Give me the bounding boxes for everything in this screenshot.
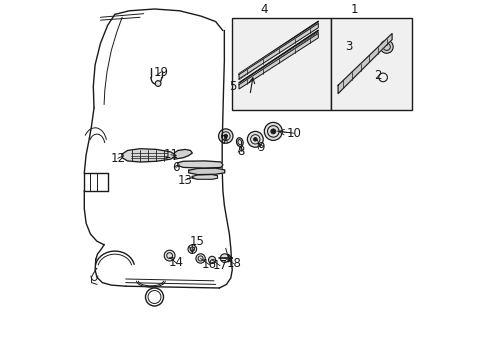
Circle shape	[177, 151, 183, 157]
Text: 16: 16	[202, 258, 216, 271]
Circle shape	[213, 163, 217, 166]
Circle shape	[253, 138, 257, 141]
Polygon shape	[239, 33, 318, 89]
Polygon shape	[192, 175, 217, 179]
Circle shape	[164, 250, 175, 261]
Circle shape	[218, 129, 232, 143]
Text: 1: 1	[350, 3, 357, 15]
Polygon shape	[174, 149, 192, 159]
Bar	[231, 18, 330, 110]
Text: 13: 13	[177, 174, 192, 186]
Ellipse shape	[236, 138, 243, 147]
Circle shape	[264, 122, 282, 140]
Text: 8: 8	[237, 145, 244, 158]
Text: 17: 17	[212, 259, 227, 272]
Circle shape	[196, 254, 205, 263]
Text: 10: 10	[286, 127, 301, 140]
Circle shape	[199, 163, 203, 166]
Text: 15: 15	[189, 235, 204, 248]
Polygon shape	[337, 33, 391, 94]
Text: 19: 19	[153, 66, 168, 78]
Text: 4: 4	[260, 3, 267, 15]
Polygon shape	[188, 168, 224, 175]
Text: 3: 3	[345, 40, 352, 53]
Circle shape	[380, 40, 392, 53]
Text: 14: 14	[168, 256, 183, 269]
Circle shape	[187, 245, 196, 253]
Circle shape	[206, 163, 210, 166]
Polygon shape	[122, 149, 176, 162]
Polygon shape	[178, 161, 223, 168]
Text: 6: 6	[172, 161, 180, 174]
Text: 2: 2	[373, 69, 381, 82]
Text: 5: 5	[229, 80, 236, 93]
Circle shape	[185, 163, 188, 166]
Circle shape	[270, 129, 275, 134]
Text: 7: 7	[221, 134, 228, 147]
Circle shape	[247, 131, 263, 147]
Circle shape	[208, 256, 215, 264]
Text: 9: 9	[256, 141, 264, 154]
Circle shape	[220, 254, 228, 262]
Circle shape	[224, 134, 227, 138]
Bar	[330, 18, 411, 110]
Text: 18: 18	[226, 257, 241, 270]
Polygon shape	[239, 23, 318, 79]
Circle shape	[155, 81, 161, 86]
Text: 12: 12	[110, 152, 125, 165]
Circle shape	[192, 163, 196, 166]
Text: 11: 11	[163, 148, 178, 161]
